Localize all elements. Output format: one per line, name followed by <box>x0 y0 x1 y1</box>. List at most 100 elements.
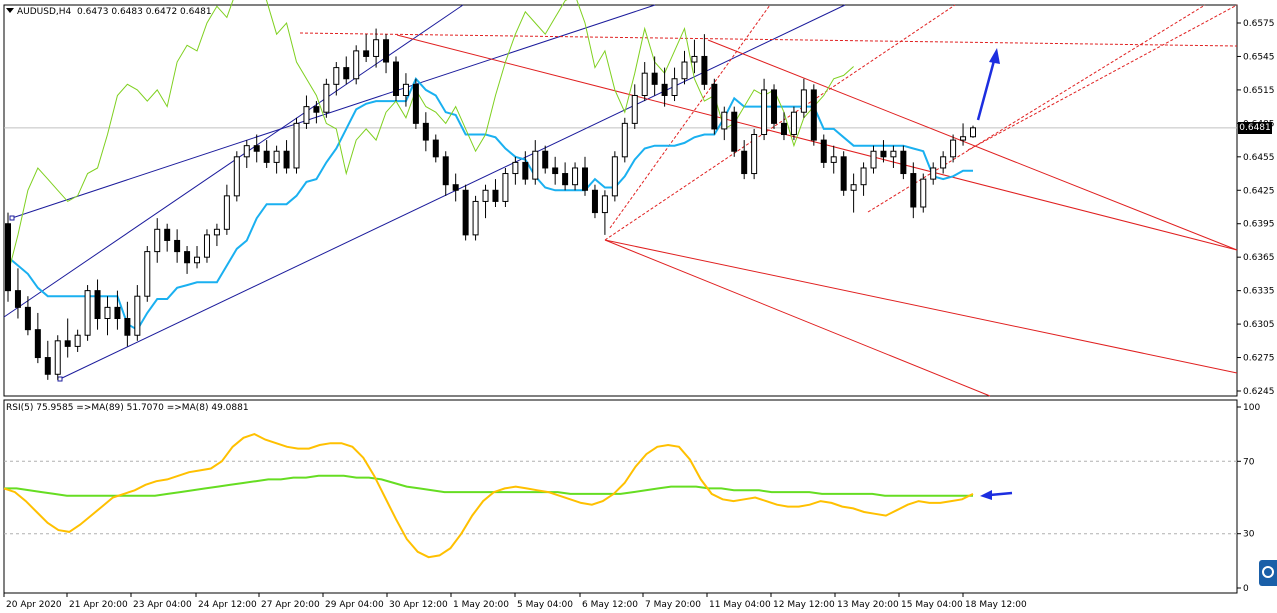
candle-body <box>363 50 370 57</box>
candle-body <box>641 72 648 96</box>
red-dashed-rising2 <box>867 4 1206 213</box>
price-tick-label: 0.6335 <box>1243 287 1275 297</box>
candle-body <box>94 290 101 320</box>
candle-body <box>960 136 967 141</box>
candle-body <box>24 306 31 331</box>
candle-body <box>661 83 668 96</box>
candle-body <box>870 150 877 169</box>
candle-body <box>442 156 449 186</box>
chikou-line <box>7 0 854 275</box>
rsi-panel <box>3 433 1013 559</box>
rsi-tick-label: 30 <box>1243 530 1255 540</box>
candle-body <box>502 173 509 202</box>
price-tick-label: 0.6245 <box>1243 387 1275 397</box>
candle-body <box>5 223 11 292</box>
candle-body <box>930 167 937 180</box>
price-tick-label: 0.6455 <box>1243 153 1275 163</box>
candle-body <box>253 145 260 152</box>
candle-body <box>144 251 151 297</box>
candle-body <box>124 318 131 336</box>
candle-body <box>482 189 489 202</box>
candle-body <box>134 295 141 336</box>
candle-body <box>562 173 569 186</box>
time-tick-label: 6 May 12:00 <box>582 600 638 610</box>
candlestick-series <box>5 28 976 380</box>
candle-body <box>830 156 837 163</box>
time-tick-label: 21 Apr 20:00 <box>69 600 128 610</box>
collapse-triangle-icon[interactable] <box>6 8 14 13</box>
current-price-tag: 0.6481 <box>1238 122 1272 134</box>
candle-body <box>223 195 230 230</box>
candle-body <box>74 334 81 347</box>
red-fork-lower <box>604 239 991 397</box>
candle-body <box>900 150 907 175</box>
candle-body <box>860 167 867 186</box>
candle-body <box>950 139 957 158</box>
price-tick-label: 0.6425 <box>1243 186 1275 196</box>
rsi-arrow-head <box>980 490 992 500</box>
candle-body <box>651 72 658 85</box>
candle-body <box>154 228 161 253</box>
candle-body <box>920 178 927 208</box>
candle-body <box>452 184 459 191</box>
time-tick-label: 1 May 20:00 <box>453 600 509 610</box>
candle-body <box>751 134 758 175</box>
candle-body <box>512 161 519 175</box>
red-dashed-rising4 <box>609 4 771 229</box>
candle-body <box>392 61 399 96</box>
candle-body <box>711 83 718 130</box>
candle-body <box>790 111 797 136</box>
candle-body <box>462 189 469 236</box>
candle-body <box>671 78 678 96</box>
candle-body <box>383 39 390 63</box>
symbol-label: AUDUSD,H4 <box>17 7 72 17</box>
candle-body <box>840 156 847 191</box>
blue-channel-lower <box>59 4 846 380</box>
time-tick-label: 5 May 04:00 <box>517 600 573 610</box>
candle-body <box>880 150 887 158</box>
candle-body <box>194 256 201 264</box>
time-tick-label: 20 Apr 2020 <box>6 600 62 610</box>
candle-body <box>402 83 409 96</box>
candle-body <box>631 94 638 124</box>
up-arrow-shaft <box>976 56 997 121</box>
time-tick-label: 12 May 12:00 <box>773 600 835 610</box>
time-tick-label: 30 Apr 12:00 <box>389 600 448 610</box>
grid-lines <box>4 127 1237 535</box>
candle-body <box>54 340 61 375</box>
candle-body <box>890 150 897 158</box>
candle-body <box>601 195 608 214</box>
candle-body <box>472 200 479 236</box>
candle-body <box>940 156 947 169</box>
time-tick-label: 11 May 04:00 <box>709 600 771 610</box>
candle-body <box>621 122 628 158</box>
candle-body <box>582 167 589 191</box>
rsi-tick-label: 100 <box>1243 403 1260 413</box>
candle-body <box>731 111 738 152</box>
rsi-tick-label: 0 <box>1243 584 1249 594</box>
channel-anchor <box>9 215 15 221</box>
price-tick-label: 0.6515 <box>1243 86 1275 96</box>
candle-body <box>432 139 439 158</box>
rsi-header: RSI(5) 75.9585 =>MA(89) 51.7070 =>MA(8) … <box>6 403 249 413</box>
up-arrow-head <box>989 48 1000 64</box>
candle-body <box>492 189 499 202</box>
candle-body <box>243 145 250 158</box>
teamviewer-icon[interactable] <box>1259 560 1277 586</box>
rsi-line <box>3 433 974 559</box>
price-axis: 0.65750.65450.65150.64850.64550.64250.63… <box>1237 19 1275 594</box>
indicator-lines <box>7 0 973 332</box>
price-panel-frame <box>3 4 1238 397</box>
time-tick-label: 18 May 12:00 <box>965 600 1027 610</box>
candle-body <box>970 127 976 138</box>
red-fork-upper <box>396 34 1238 251</box>
candle-body <box>104 306 111 320</box>
candle-body <box>761 89 768 136</box>
candle-body <box>681 61 688 80</box>
rsi-tick-label: 70 <box>1243 457 1255 467</box>
time-tick-label: 23 Apr 04:00 <box>133 600 192 610</box>
red-dashed-horizontal <box>299 32 1238 47</box>
red-dashed-rising1 <box>604 4 956 241</box>
candle-body <box>164 228 171 241</box>
